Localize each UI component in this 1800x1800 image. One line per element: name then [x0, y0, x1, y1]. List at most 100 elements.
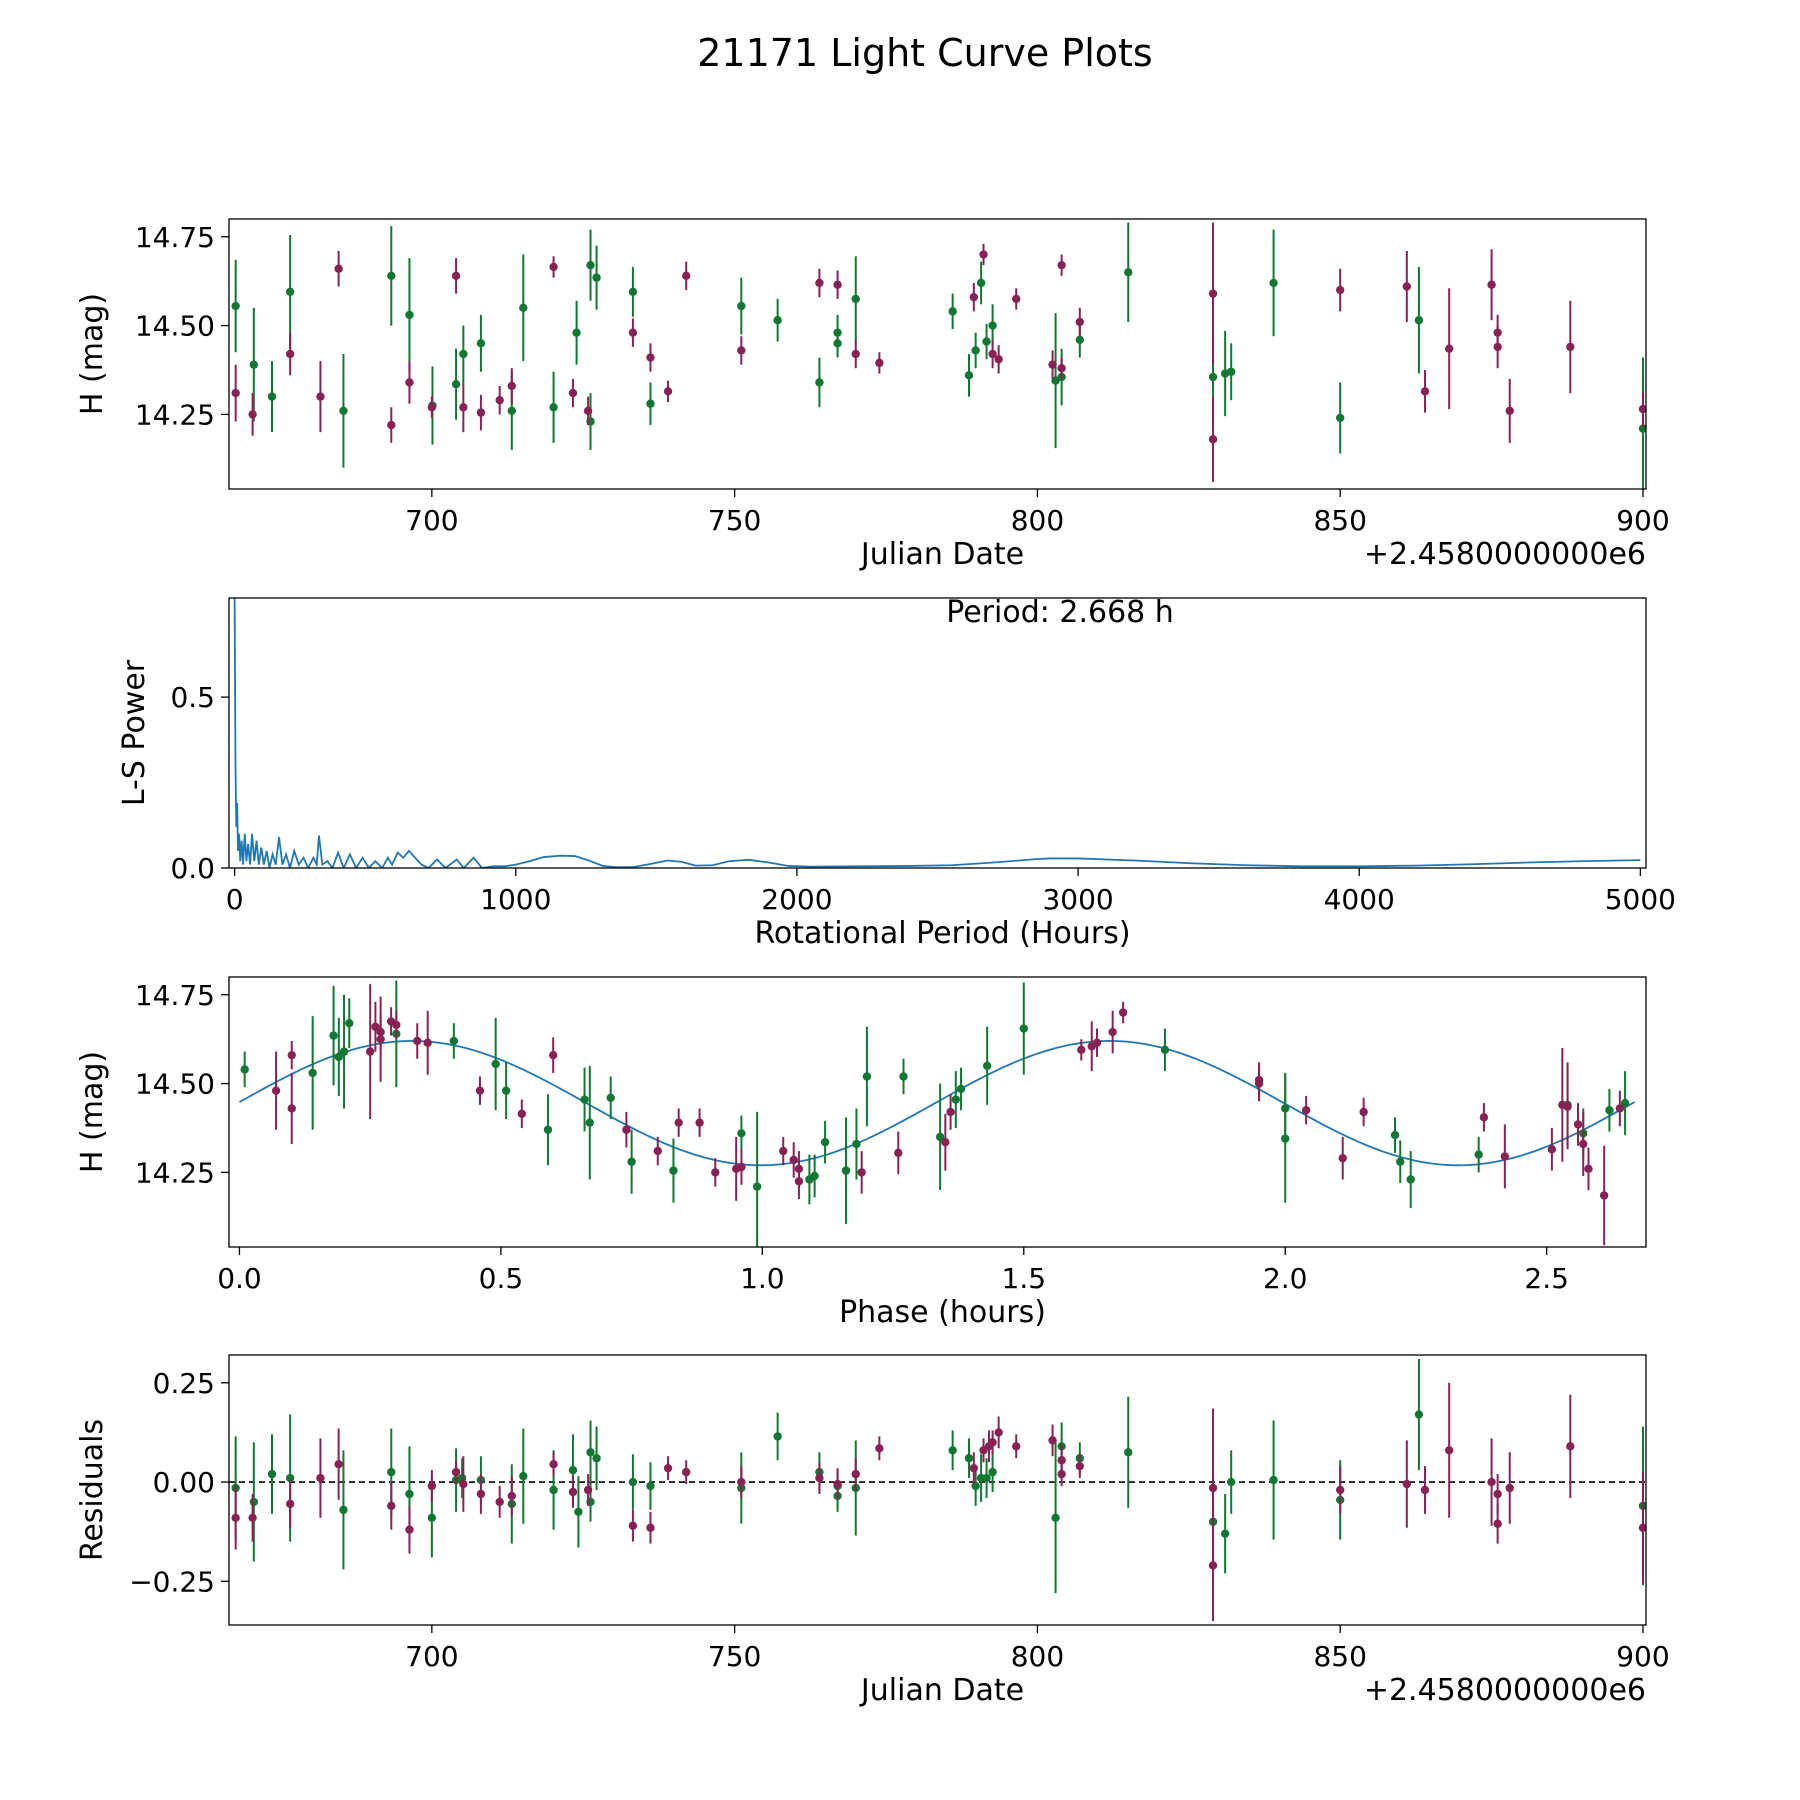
magenta-data-point [1048, 360, 1057, 369]
magenta-data-point [1118, 1008, 1128, 1017]
magenta-data-point [392, 1020, 401, 1030]
magenta-data-point [663, 1463, 673, 1473]
magenta-data-point [1444, 344, 1454, 353]
y-tick-label: 0.00 [153, 1466, 215, 1499]
green-data-point [1124, 268, 1133, 277]
magenta-data-point [583, 406, 593, 416]
magenta-data-point [1057, 364, 1066, 373]
magenta-data-point [1208, 1561, 1218, 1570]
magenta-data-point [1638, 404, 1646, 414]
periodogram-panel: 0 1000 2000 3000 4000 5000 0.0 0.5 Rotational Pe… [117, 597, 1676, 951]
magenta-data-point [1420, 387, 1430, 396]
magenta-data-point [969, 1463, 979, 1473]
magenta-data-point [248, 410, 257, 419]
green-data-point [956, 1084, 966, 1094]
x-tick-label: 3000 [1042, 883, 1113, 916]
green-data-point [568, 1465, 578, 1475]
green-data-point [1281, 1134, 1290, 1143]
green-data-point [329, 1031, 338, 1040]
green-data-point [387, 1467, 396, 1477]
magenta-data-point [794, 1177, 804, 1186]
green-data-point [773, 316, 782, 325]
magenta-data-point [1208, 435, 1218, 444]
x-tick-label: 4000 [1324, 883, 1395, 916]
green-data-point [519, 1471, 528, 1481]
magenta-data-point [459, 403, 468, 412]
green-data-point [628, 287, 638, 297]
magenta-data-point [988, 349, 997, 359]
magenta-data-point [1638, 1523, 1646, 1532]
green-data-point [339, 1047, 349, 1056]
green-data-point [899, 1072, 908, 1081]
magenta-data-point [1402, 282, 1412, 291]
magenta-data-point [334, 264, 343, 273]
y-axis-label: H (mag) [75, 1051, 110, 1173]
green-data-point [1226, 1477, 1236, 1487]
green-data-point [308, 1068, 317, 1078]
x-axis-label: Phase (hours) [839, 1295, 1046, 1330]
green-data-point [976, 278, 986, 288]
magenta-data-point [287, 1050, 296, 1060]
magenta-data-point [1584, 1164, 1593, 1174]
magenta-data-point [857, 1168, 866, 1177]
magenta-data-point [653, 1146, 662, 1156]
green-data-point [387, 271, 396, 281]
magenta-data-point [1487, 280, 1496, 289]
magenta-data-point [1301, 1106, 1311, 1115]
magenta-data-point [1338, 1153, 1347, 1163]
green-data-point [491, 1059, 500, 1069]
magenta-data-point [1057, 1456, 1066, 1465]
magenta-data-point [711, 1168, 720, 1177]
magenta-data-point [548, 1050, 558, 1060]
y-tick-label: 14.25 [135, 398, 215, 431]
y-tick-label: 14.75 [135, 979, 215, 1012]
magenta-data-point [681, 1467, 691, 1477]
x-offset-text: +2.4580000000e6 [1364, 1673, 1646, 1708]
x-tick-label: 700 [405, 1640, 458, 1673]
green-data-point [405, 310, 414, 320]
magenta-data-point [1599, 1191, 1609, 1200]
green-data-point [334, 1052, 344, 1062]
magenta-data-point [969, 292, 979, 302]
magenta-data-point [1057, 260, 1066, 270]
x-tick-label: 0.5 [479, 1262, 524, 1295]
green-data-point [459, 349, 468, 359]
magenta-data-point [941, 1137, 950, 1147]
green-data-point [1019, 1024, 1028, 1033]
magenta-data-point [507, 1491, 516, 1501]
magenta-data-point [1493, 1519, 1502, 1528]
x-axis-label: Julian Date [859, 1673, 1024, 1708]
green-data-point [971, 346, 980, 355]
green-data-point [549, 1485, 558, 1495]
period-annotation: Period: 2.668 h [946, 595, 1174, 630]
magenta-data-point [1048, 1436, 1057, 1445]
magenta-data-point [568, 388, 578, 398]
green-data-point [1390, 1130, 1400, 1140]
phased-light-curve-panel: Period: 2.668 h 0.0 0.5 1.0 1.5 2.0 2.5 14.25 1… [75, 595, 1647, 1330]
magenta-data-point [663, 387, 673, 396]
green-data-point [339, 1505, 348, 1515]
data-points [240, 980, 1630, 1247]
x-tick-label: 1.0 [740, 1262, 785, 1295]
magenta-data-point [451, 271, 461, 281]
residuals-panel: 700 750 800 850 900 −0.25 0.00 0.25 Julian Date R… [75, 1354, 1670, 1708]
green-data-point [231, 301, 240, 311]
magenta-data-point [851, 1469, 860, 1479]
magenta-data-point [1057, 1469, 1066, 1479]
green-data-point [519, 303, 528, 313]
magenta-data-point [1254, 1079, 1264, 1088]
magenta-data-point [737, 346, 746, 355]
x-tick-label: 2000 [761, 883, 832, 916]
green-data-point [586, 260, 595, 270]
green-data-point [752, 1182, 762, 1191]
magenta-data-point [622, 1125, 631, 1134]
magenta-data-point [1359, 1107, 1368, 1117]
x-tick-label: 0 [226, 883, 244, 916]
magenta-data-point [946, 1107, 955, 1117]
green-data-point [1160, 1045, 1170, 1055]
magenta-data-point [476, 408, 486, 417]
magenta-data-point [1493, 1489, 1502, 1499]
magenta-data-point [1335, 1485, 1345, 1495]
magenta-data-point [1479, 1113, 1489, 1122]
green-data-point [1269, 278, 1278, 288]
